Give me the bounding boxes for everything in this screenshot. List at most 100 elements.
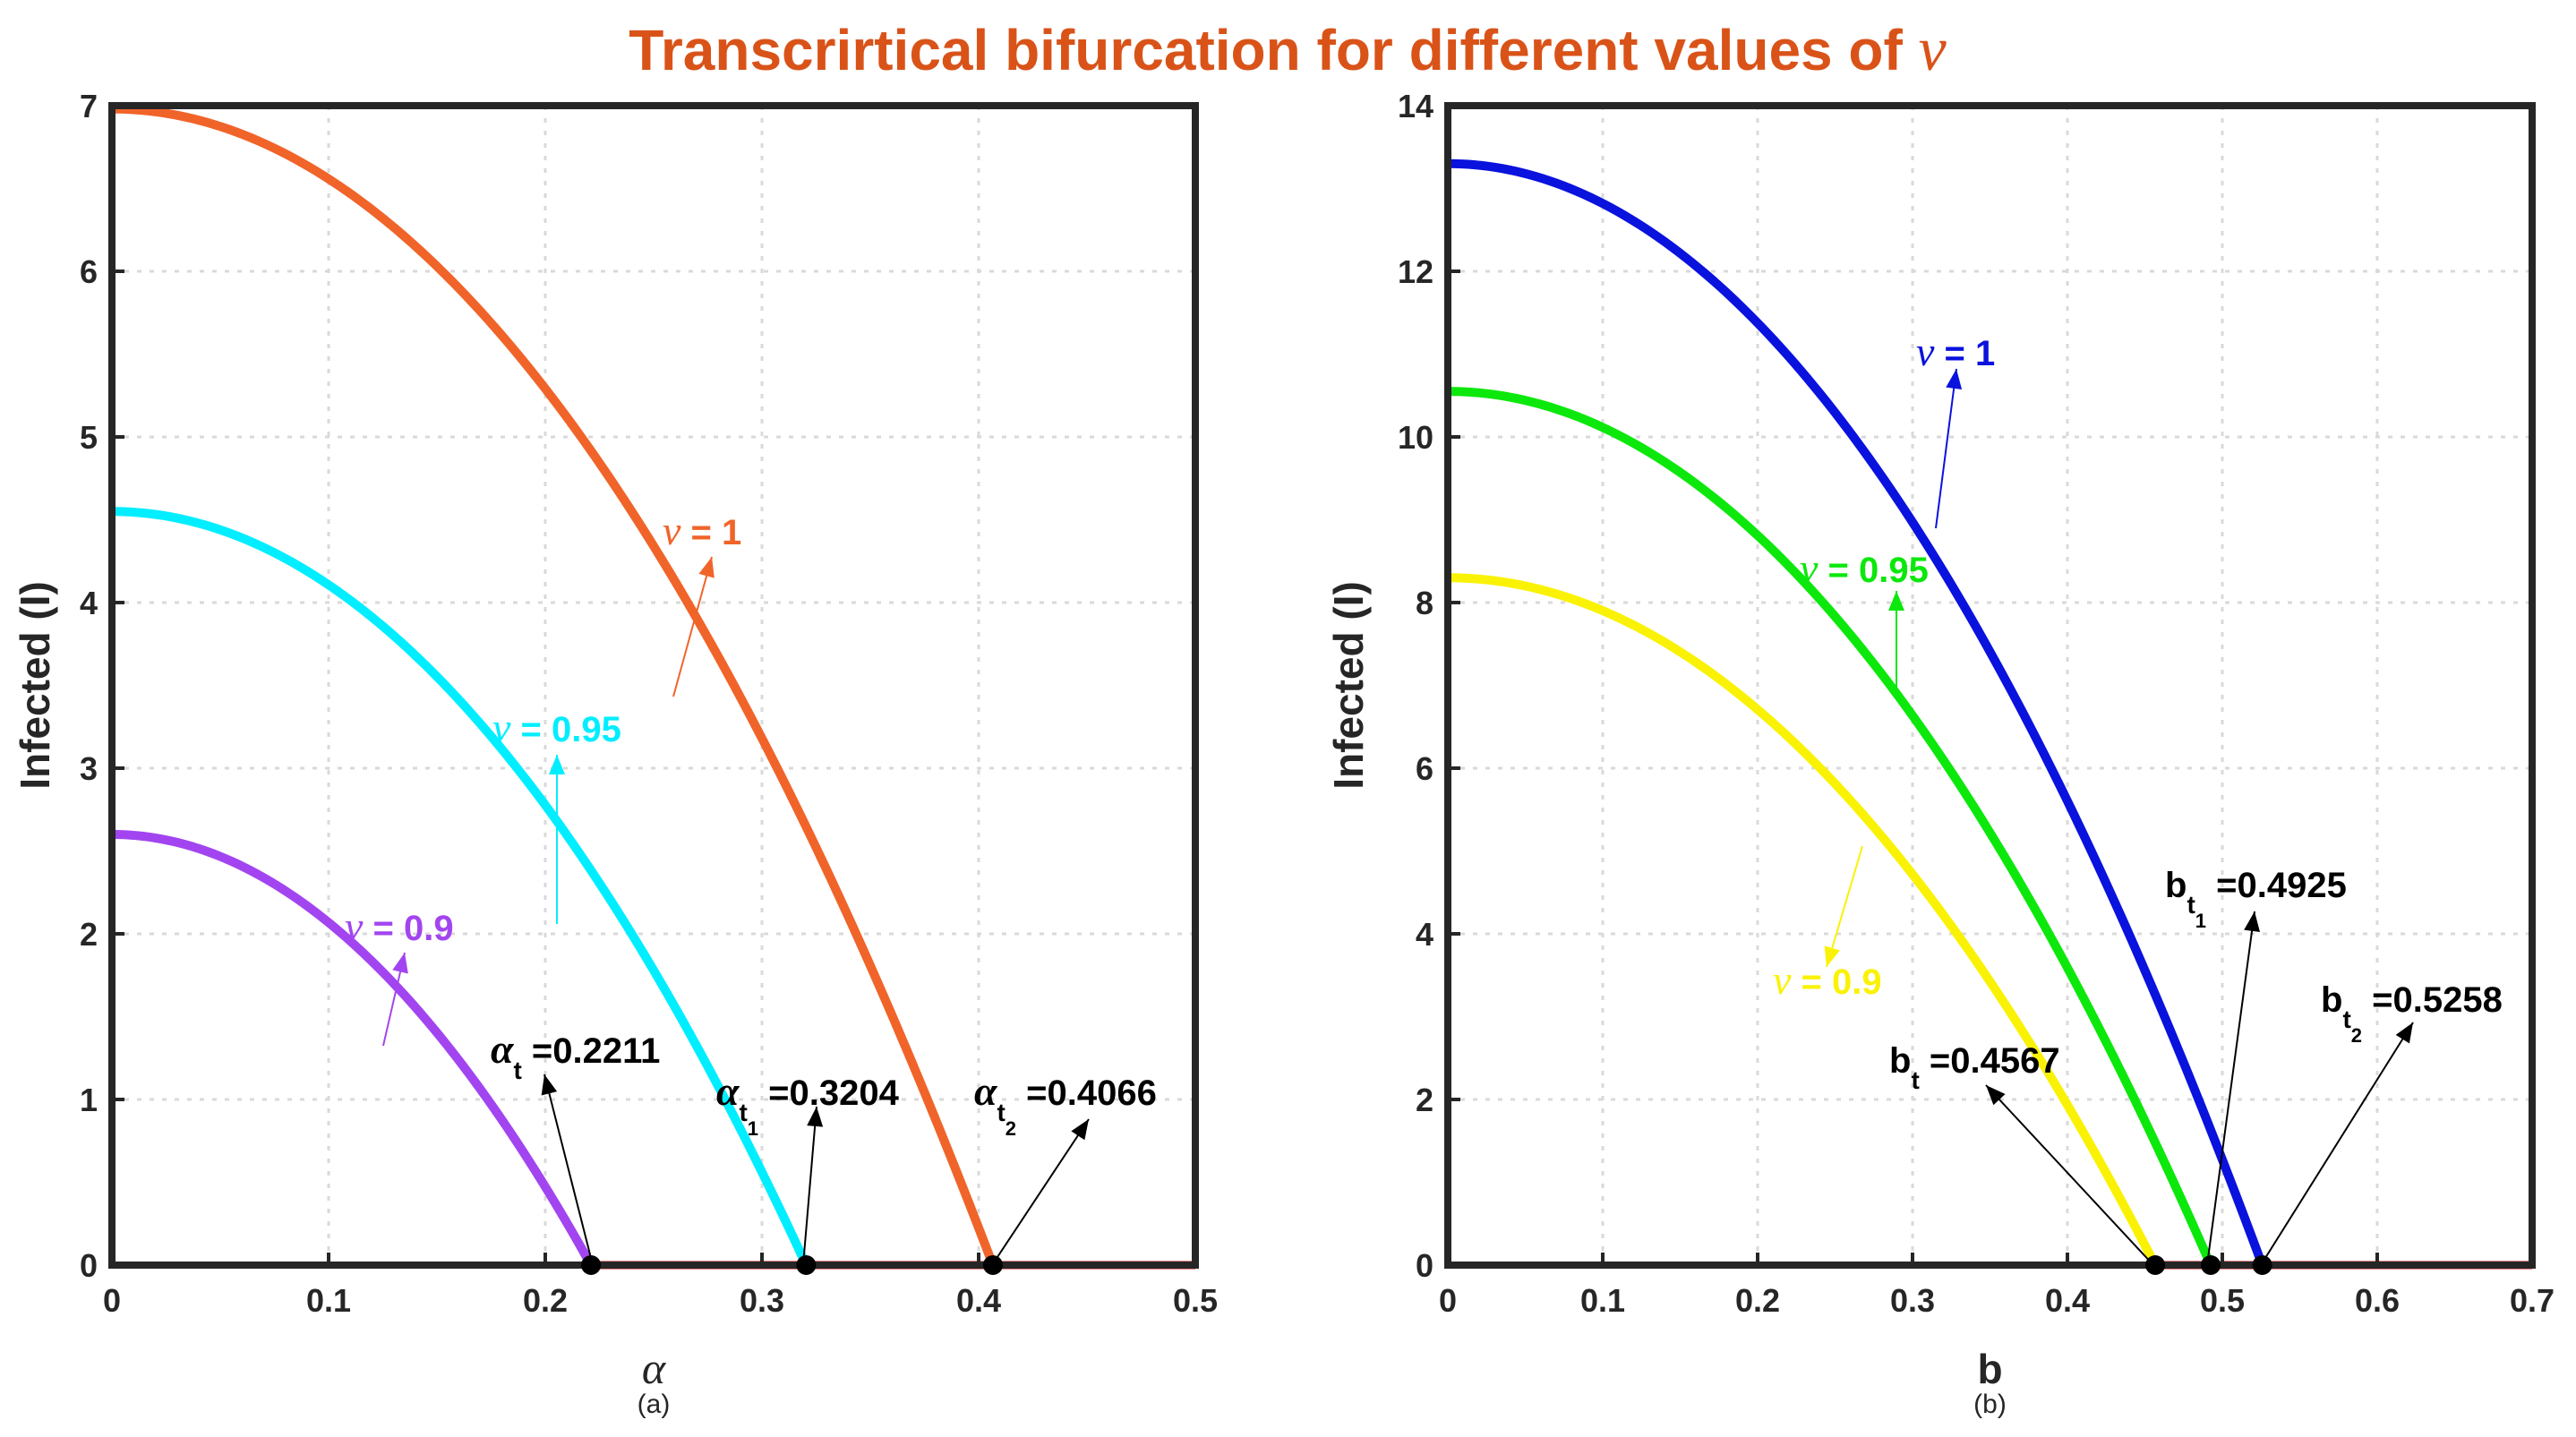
series-line-1 (1447, 158, 2267, 1267)
series-label-arrow-2-head (1888, 591, 1904, 611)
bifurcation-point-2 (796, 1255, 817, 1275)
bifurcation-point-2 (2201, 1255, 2221, 1275)
annotation-sub: t (2187, 891, 2195, 919)
annotation-subsub: 2 (2351, 1024, 2362, 1047)
y-tick-label: 7 (80, 88, 98, 124)
y-tick-label: 4 (80, 585, 98, 621)
annotation-sub: t (1911, 1066, 1919, 1094)
threshold-arrow-1-head (1986, 1085, 2006, 1106)
annotation-symbol: α (716, 1068, 740, 1114)
y-tick-label: 2 (80, 916, 98, 953)
annotation-sub: t (513, 1056, 521, 1084)
x-tick-label: 0.4 (956, 1282, 1001, 1319)
y-axis-label: Infected (I) (1325, 581, 1372, 790)
x-tick-label: 0.2 (1735, 1282, 1780, 1319)
threshold-arrow-3-head (1071, 1119, 1089, 1141)
series-label-text: = 0.95 (510, 710, 620, 749)
y-tick-label: 2 (1416, 1082, 1433, 1118)
y-tick-label: 14 (1398, 88, 1433, 124)
x-tick-label: 0.5 (2200, 1282, 2245, 1319)
x-tick-label: 0.2 (523, 1282, 568, 1319)
series-line-3 (111, 830, 595, 1268)
axes-box (1444, 102, 2536, 1269)
y-tick-label: 1 (80, 1082, 98, 1118)
annotation-symbol: b (2321, 980, 2342, 1020)
y-tick-label: 0 (80, 1247, 98, 1284)
series-label-text: = 0.9 (1791, 962, 1881, 1002)
annotation-value: =0.4567 (1920, 1041, 2060, 1081)
nu-symbol: ν (345, 903, 364, 949)
x-tick-label: 0.4 (2045, 1282, 2090, 1319)
threshold-arrow-2-shaft (2206, 911, 2255, 1266)
threshold-annotation-1: bt =0.4567 (1889, 1041, 2060, 1094)
annotation-symbol: b (1889, 1041, 1911, 1081)
y-tick-label: 5 (80, 419, 98, 456)
series-label-3: ν = 0.9 (1773, 957, 1882, 1003)
series-label-2: ν = 0.95 (492, 705, 621, 750)
nu-symbol: ν (492, 705, 511, 750)
threshold-arrow-1-shaft (543, 1073, 594, 1266)
x-tick-label: 0.3 (1890, 1282, 1935, 1319)
threshold-arrow-2-head (807, 1107, 824, 1127)
annotation-subsub: 1 (2195, 910, 2206, 932)
series-label-arrow-1-head (1946, 369, 1963, 389)
x-tick-label: 0 (103, 1282, 121, 1319)
threshold-annotation-2: αt1 =0.3204 (716, 1068, 900, 1140)
bifurcation-point-1 (581, 1255, 602, 1275)
annotation-symbol: α (491, 1026, 515, 1072)
nu-symbol: ν (1800, 545, 1819, 591)
panel-label: (a) (638, 1390, 671, 1419)
annotation-value: =0.4066 (1016, 1073, 1157, 1113)
series-label-arrow-1-head (698, 557, 715, 578)
annotation-value: =0.2211 (522, 1031, 661, 1071)
annotation-sub: t (997, 1099, 1005, 1126)
threshold-annotation-2: bt1 =0.4925 (2165, 866, 2347, 932)
x-tick-label: 0.1 (1580, 1282, 1625, 1319)
x-tick-label: 0.3 (740, 1282, 784, 1319)
x-tick-label: 0.1 (306, 1282, 351, 1319)
series-label-arrow-3-head (392, 953, 408, 974)
nu-symbol: ν (1773, 957, 1792, 1003)
nu-symbol: ν (1916, 329, 1935, 374)
y-tick-label: 10 (1398, 419, 1433, 456)
x-tick-label: 0.5 (1173, 1282, 1218, 1319)
threshold-arrow-1-shaft (1985, 1084, 2154, 1266)
y-tick-label: 12 (1398, 253, 1433, 290)
x-tick-label: 0.6 (2355, 1282, 2400, 1319)
series-line-2 (111, 507, 810, 1268)
threshold-annotation-3: bt2 =0.5258 (2321, 980, 2503, 1047)
annotation-value: =0.4925 (2206, 866, 2347, 905)
y-tick-label: 4 (1416, 916, 1433, 953)
series-label-text: = 1 (680, 513, 741, 552)
series-label-1: ν = 1 (1916, 329, 1995, 374)
threshold-arrow-3-head (2395, 1022, 2413, 1044)
x-tick-label: 0.7 (2510, 1282, 2555, 1319)
threshold-arrow-3-shaft (991, 1118, 1090, 1266)
axes-box (108, 102, 1199, 1269)
panel-label: (b) (1973, 1390, 2007, 1419)
series-label-3: ν = 0.9 (345, 903, 454, 949)
bifurcation-point-3 (2252, 1255, 2272, 1275)
series-label-text: = 1 (1934, 334, 1995, 373)
series-line-3 (1447, 573, 2160, 1268)
annotation-value: =0.3204 (758, 1073, 900, 1113)
threshold-arrow-2-shaft (802, 1106, 817, 1266)
series-label-arrow-3-head (1824, 945, 1840, 967)
series-line-2 (1447, 387, 2215, 1268)
bifurcation-point-1 (2145, 1255, 2166, 1275)
y-tick-label: 8 (1416, 585, 1433, 621)
panel-b: 0 0.1 0.2 0.3 0.4 0.5 0.6 0.702468101214Infecte… (1325, 88, 2555, 1419)
series-label-arrow-2-head (549, 755, 565, 774)
series-line-1 (111, 104, 997, 1267)
series-label-text: = 0.9 (363, 909, 453, 948)
series-label-2: ν = 0.95 (1800, 545, 1929, 591)
series-label-arrow-1-shaft (672, 556, 713, 697)
threshold-arrow-3-shaft (2260, 1022, 2414, 1266)
annotation-value: =0.5258 (2362, 980, 2503, 1020)
figure-title: Transcrirtical bifurcation for different… (629, 15, 1947, 84)
y-tick-label: 6 (80, 253, 98, 290)
y-tick-label: 6 (1416, 750, 1433, 787)
annotation-symbol: b (2165, 866, 2187, 905)
